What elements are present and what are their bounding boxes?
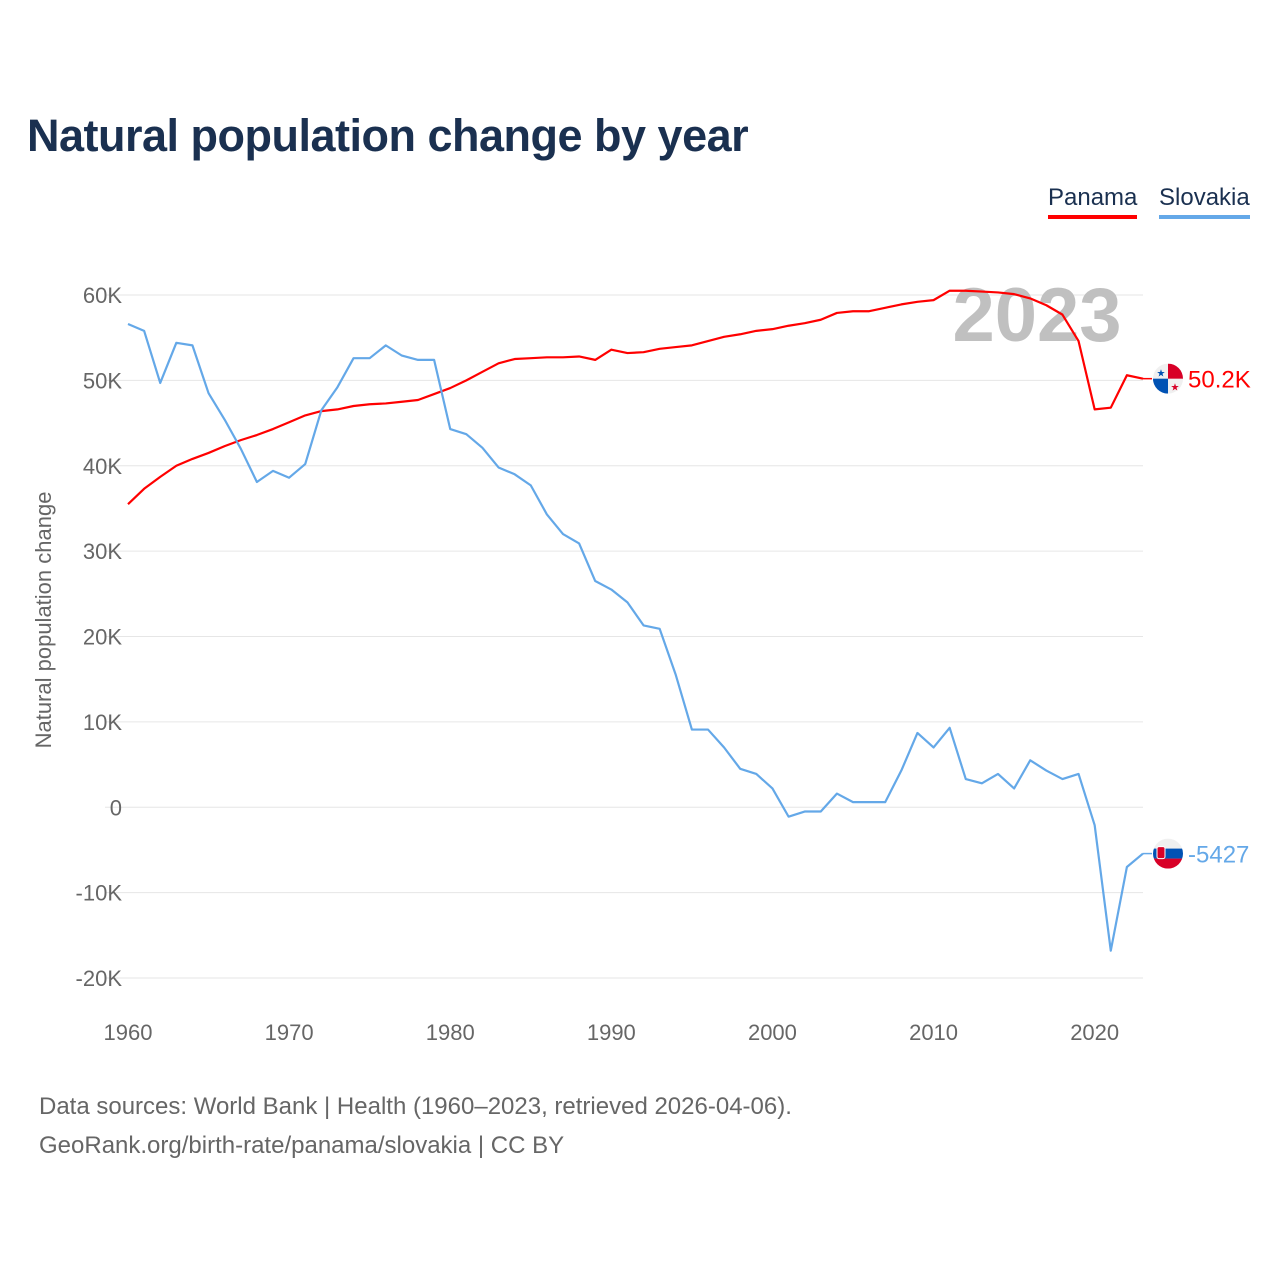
- x-tick-label: 1980: [426, 1020, 475, 1045]
- series-line-panama: [127, 289, 1144, 505]
- y-tick-label: -10K: [76, 881, 123, 906]
- source-line-2: GeoRank.org/birth-rate/panama/slovakia |…: [39, 1132, 565, 1159]
- svg-text:★: ★: [1171, 383, 1180, 394]
- legend-item-panama[interactable]: Panama: [1048, 184, 1138, 219]
- x-tick-label: 1990: [587, 1020, 636, 1045]
- y-tick-label: -20K: [76, 966, 123, 991]
- end-value-label-slovakia: -5427: [1188, 842, 1249, 869]
- x-tick-label: 2000: [748, 1020, 797, 1045]
- source-note: Data sources: World Bank | Health (1960–…: [39, 1087, 792, 1165]
- end-value-label-panama: 50.2K: [1188, 367, 1251, 394]
- chart-title: Natural population change by year: [27, 110, 749, 161]
- x-tick-label: 2010: [909, 1020, 958, 1045]
- y-tick-label: 40K: [83, 454, 122, 479]
- current-year-label: 2023: [952, 273, 1121, 358]
- flag-icon-panama: ★★: [1153, 363, 1183, 394]
- flag-icon-slovakia: [1153, 838, 1183, 869]
- x-tick-label: 2020: [1070, 1020, 1119, 1045]
- y-axis-label: Natural population change: [31, 492, 56, 749]
- x-tick-label: 1970: [265, 1020, 314, 1045]
- y-tick-label: 30K: [83, 539, 122, 564]
- source-line-1: Data sources: World Bank | Health (1960–…: [39, 1093, 792, 1120]
- y-tick-label: 20K: [83, 625, 122, 650]
- x-tick-label: 1960: [104, 1020, 153, 1045]
- y-tick-label: 50K: [83, 368, 122, 393]
- y-tick-label: 0: [110, 795, 122, 820]
- y-tick-label: 60K: [83, 283, 122, 308]
- series-line-slovakia: [127, 323, 1144, 952]
- svg-text:★: ★: [1157, 369, 1166, 380]
- legend-item-slovakia[interactable]: Slovakia: [1159, 184, 1250, 219]
- y-tick-label: 10K: [83, 710, 122, 735]
